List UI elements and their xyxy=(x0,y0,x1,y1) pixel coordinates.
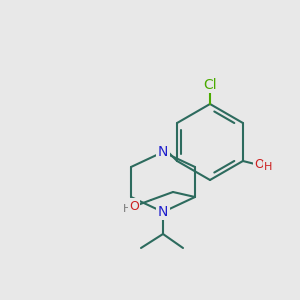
Text: O: O xyxy=(254,158,264,172)
Text: N: N xyxy=(158,145,168,159)
Text: Cl: Cl xyxy=(203,78,217,92)
Text: N: N xyxy=(158,205,168,219)
Text: O: O xyxy=(129,200,139,212)
Text: H: H xyxy=(123,204,131,214)
Text: H: H xyxy=(264,162,272,172)
